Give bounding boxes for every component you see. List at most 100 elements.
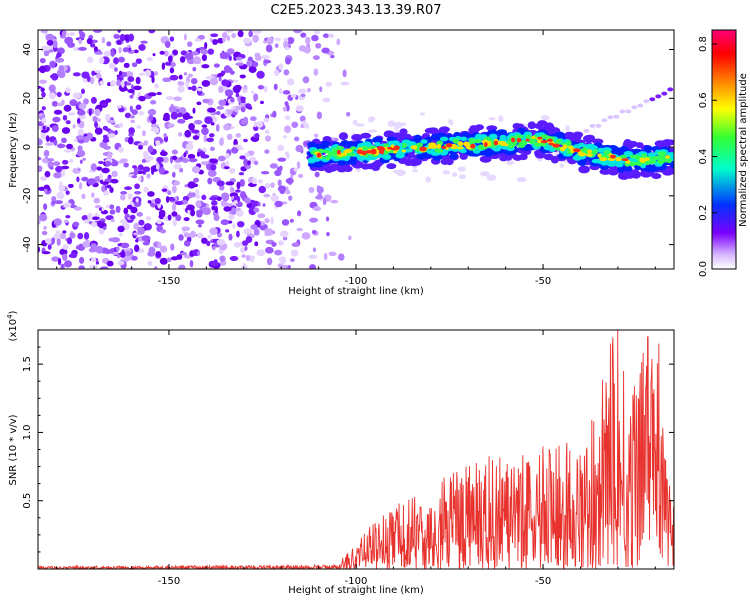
noise-blob xyxy=(155,251,162,258)
band-blob xyxy=(393,145,400,151)
noise-blob xyxy=(295,144,304,153)
noise-blob xyxy=(277,144,285,151)
noise-blob xyxy=(123,207,129,215)
noise-blob xyxy=(47,244,52,250)
noise-blob xyxy=(282,106,287,112)
noise-blob xyxy=(120,191,128,195)
noise-blob xyxy=(138,219,145,226)
band-blob xyxy=(356,149,364,155)
noise-blob xyxy=(165,195,170,203)
noise-blob xyxy=(265,228,274,236)
noise-blob xyxy=(138,145,143,150)
band-blob xyxy=(510,137,516,143)
noise-blob xyxy=(202,147,207,152)
noise-blob xyxy=(144,69,152,77)
noise-blob xyxy=(69,31,76,36)
noise-blob xyxy=(118,146,124,153)
noise-blob xyxy=(116,104,122,109)
noise-blob xyxy=(161,188,168,192)
band-blob xyxy=(634,161,642,166)
noise-blob xyxy=(62,159,69,165)
noise-blob xyxy=(94,70,102,74)
noise-blob xyxy=(147,251,156,257)
halo-blob xyxy=(411,169,419,173)
noise-blob xyxy=(199,150,206,157)
noise-blob xyxy=(309,264,317,269)
band-blob xyxy=(470,143,476,149)
noise-blob xyxy=(62,230,67,234)
band-blob xyxy=(534,152,546,159)
band-blob xyxy=(622,165,633,172)
noise-blob xyxy=(216,105,225,110)
noise-blob xyxy=(222,37,226,43)
noise-blob xyxy=(330,54,335,59)
noise-blob xyxy=(250,116,257,122)
noise-blob xyxy=(124,112,132,119)
band-blob xyxy=(621,158,629,162)
noise-blob xyxy=(109,209,116,215)
colorbar-label: Normalized spectral amplitude xyxy=(738,73,749,227)
noise-blob xyxy=(131,175,138,179)
noise-blob xyxy=(56,238,61,246)
noise-blob xyxy=(111,170,118,178)
noise-blob xyxy=(201,54,208,62)
streak-blob xyxy=(595,123,602,128)
noise-blob xyxy=(90,96,97,104)
noise-blob xyxy=(316,111,323,120)
noise-blob xyxy=(78,120,85,129)
band-blob xyxy=(374,142,381,147)
noise-blob xyxy=(293,30,302,34)
noise-blob xyxy=(209,146,215,152)
band-blob xyxy=(615,156,622,162)
band-blob xyxy=(607,162,617,167)
noise-blob xyxy=(289,218,294,223)
noise-blob xyxy=(158,167,166,175)
noise-blob xyxy=(211,205,216,211)
halo-blob xyxy=(399,122,407,126)
noise-blob xyxy=(207,107,216,113)
noise-blob xyxy=(95,245,104,254)
noise-blob xyxy=(173,163,182,170)
noise-blob xyxy=(258,185,267,194)
y-tick-label: 40 xyxy=(22,43,33,56)
noise-blob xyxy=(132,232,140,236)
noise-blob xyxy=(315,42,322,49)
band-blob xyxy=(528,139,536,145)
noise-blob xyxy=(322,197,327,206)
noise-blob xyxy=(313,68,319,76)
noise-blob xyxy=(56,143,66,148)
noise-blob xyxy=(221,32,228,39)
band-blob xyxy=(512,154,523,161)
noise-blob xyxy=(210,33,219,38)
noise-blob xyxy=(90,43,96,48)
noise-blob xyxy=(260,171,270,175)
noise-blob xyxy=(156,156,164,163)
y-tick-label: 0 xyxy=(22,144,33,150)
noise-blob xyxy=(131,109,138,115)
halo-blob xyxy=(506,159,515,166)
noise-blob xyxy=(218,85,224,93)
band-blob xyxy=(434,148,444,153)
halo-blob xyxy=(452,172,458,177)
noise-blob xyxy=(117,260,125,266)
noise-blob xyxy=(78,38,83,45)
noise-blob xyxy=(215,111,221,116)
noise-blob xyxy=(127,193,133,200)
x-tick-label: -100 xyxy=(345,576,368,587)
noise-blob xyxy=(101,167,110,174)
noise-blob xyxy=(185,143,194,150)
noise-blob xyxy=(52,116,61,123)
y-tick-label: 1.5 xyxy=(22,356,33,372)
noise-blob xyxy=(252,30,262,35)
x-tick-label: -150 xyxy=(158,276,181,287)
noise-blob xyxy=(118,47,122,54)
spectrogram-content xyxy=(38,30,674,269)
noise-blob xyxy=(101,181,109,186)
noise-blob xyxy=(87,178,96,186)
halo-blob xyxy=(393,126,399,131)
noise-blob xyxy=(63,149,72,153)
noise-blob xyxy=(247,160,251,166)
noise-blob xyxy=(277,263,283,269)
noise-blob xyxy=(328,251,337,257)
band-blob xyxy=(543,123,554,132)
